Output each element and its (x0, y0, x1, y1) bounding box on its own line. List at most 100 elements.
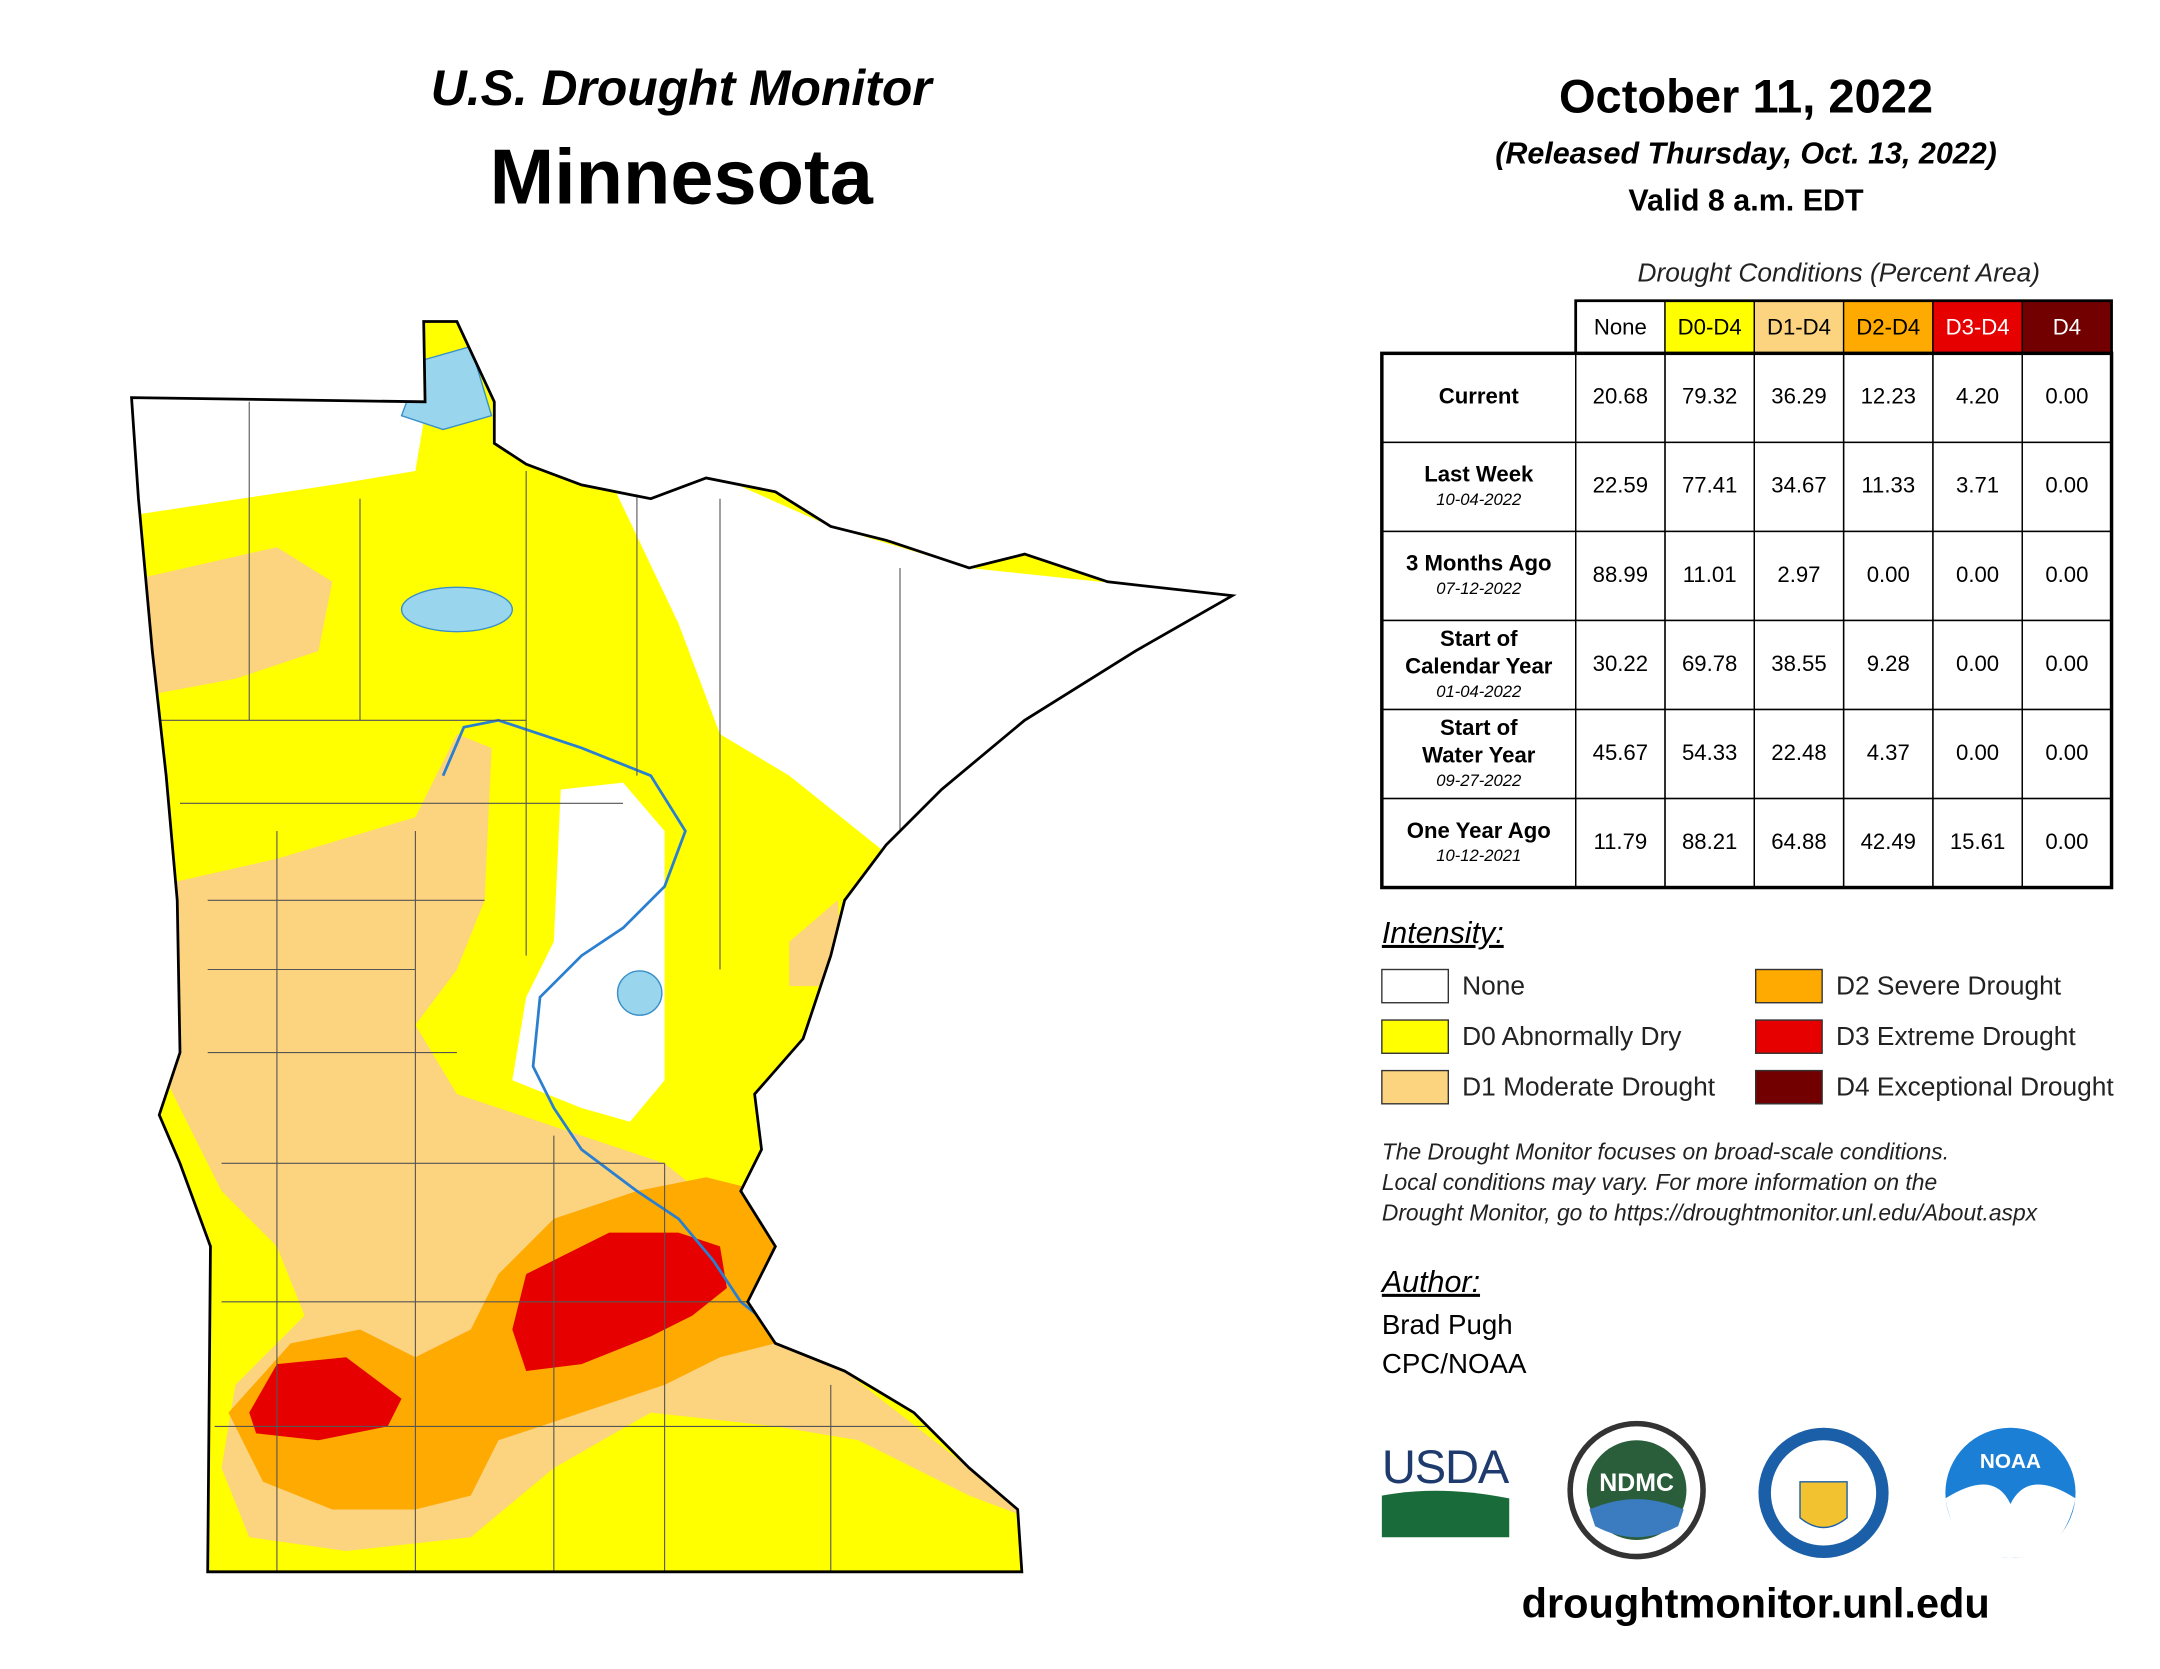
row-date: 09-27-2022 (1436, 771, 1521, 790)
row-label: Calendar Year (1405, 654, 1553, 679)
table-value: 9.28 (1867, 651, 1910, 676)
header-border (1574, 299, 2113, 355)
table-value: 38.55 (1771, 651, 1826, 676)
table-value: 0.00 (2045, 562, 2088, 587)
column-header: D3-D4 (1946, 314, 2010, 339)
table-value: 2.97 (1777, 562, 1820, 587)
county-lines (131, 401, 1025, 1572)
author-name: Brad Pugh (1382, 1309, 1513, 1340)
table-value: 0.00 (1867, 562, 1910, 587)
legend-label: D0 Abnormally Dry (1462, 1021, 1682, 1051)
legend-label: D2 Severe Drought (1836, 970, 2062, 1000)
noaa-logo: NOAA (1945, 1427, 2076, 1558)
row-date: 10-04-2022 (1436, 490, 1521, 509)
table-value: 54.33 (1682, 740, 1737, 765)
table-value: 77.41 (1682, 473, 1737, 498)
table-value: 79.32 (1682, 384, 1737, 409)
legend-swatch (1381, 968, 1449, 1004)
column-header: D1-D4 (1767, 314, 1831, 339)
lake (616, 970, 663, 1016)
table-value: 36.29 (1771, 384, 1826, 409)
doc-logo (1758, 1427, 1889, 1558)
table-value: 88.99 (1593, 562, 1648, 587)
row-label: Water Year (1422, 743, 1536, 768)
legend-swatch (1755, 1069, 1823, 1105)
header-cell (1664, 300, 1755, 355)
table-value: 0.00 (2045, 651, 2088, 676)
legend-label: D1 Moderate Drought (1462, 1072, 1716, 1102)
usda-logo: USDA (1381, 1440, 1510, 1538)
table-value: 11.33 (1861, 473, 1915, 498)
logo-shape (1945, 1484, 2076, 1558)
table-value: 0.00 (2045, 384, 2088, 409)
legend-label: None (1462, 970, 1525, 1000)
site-url: droughtmonitor.unl.edu (1522, 1579, 1990, 1626)
table-value: 15.61 (1950, 829, 2005, 854)
table-value: 0.00 (2045, 740, 2088, 765)
river (441, 718, 777, 1331)
title: U.S. Drought Monitor (431, 60, 935, 116)
release-date: (Released Thursday, Oct. 13, 2022) (1495, 136, 1997, 170)
table-value: 22.59 (1593, 473, 1648, 498)
legend: None D0 Abnormally Dry D1 Moderate Drought… (1381, 968, 2114, 1105)
legend-label: D3 Extreme Drought (1836, 1021, 2076, 1051)
table-value: 42.49 (1861, 829, 1916, 854)
legend-swatch (1381, 1069, 1449, 1105)
table-value: 0.00 (2045, 473, 2088, 498)
logo-text: NOAA (1980, 1450, 2041, 1473)
row-date: 01-04-2022 (1436, 682, 1521, 701)
ndmc-logo: NDMC (1567, 1420, 1706, 1560)
row-label-cell (1381, 441, 1577, 533)
state-outline (130, 320, 1237, 1574)
row-label: Start of (1440, 715, 1518, 740)
logo-shape (1381, 1490, 1510, 1538)
note: The Drought Monitor focuses on broad-sca… (1382, 1139, 2039, 1226)
table-value: 3.71 (1956, 473, 1999, 498)
row-label-cell (1381, 797, 1577, 889)
table-value: 45.67 (1593, 740, 1648, 765)
note-line: The Drought Monitor focuses on broad-sca… (1382, 1139, 1949, 1165)
row-label-cell (1381, 530, 1577, 622)
table-value: 0.00 (1956, 740, 1999, 765)
note-line: Local conditions may vary. For more info… (1382, 1169, 1937, 1195)
row-label: 3 Months Ago (1406, 551, 1552, 576)
none-area (609, 471, 1233, 859)
author-title: Author: (1380, 1265, 1480, 1299)
lake (400, 345, 493, 431)
conditions-table: None D0-D4 D1-D4 D2-D4 D3-D4 D4 Current 20.68 79… (1380, 299, 2114, 890)
table-value: 4.20 (1956, 384, 1999, 409)
row-date: 07-12-2022 (1436, 579, 1521, 598)
valid-time: Valid 8 a.m. EDT (1628, 183, 1864, 217)
legend-swatch (1755, 1019, 1823, 1054)
table-value: 64.88 (1771, 829, 1826, 854)
logo-shape (1799, 1481, 1848, 1529)
valid-date: October 11, 2022 (1559, 69, 1933, 122)
note-line: Drought Monitor, go to https://droughtmo… (1382, 1200, 2039, 1226)
row-label: Last Week (1424, 462, 1534, 487)
table-value: 88.21 (1682, 829, 1737, 854)
table-value: 0.00 (1956, 651, 1999, 676)
d1-area (131, 547, 333, 700)
table-value: 11.01 (1683, 562, 1737, 587)
legend-label: D4 Exceptional Drought (1836, 1072, 2114, 1102)
author-org: CPC/NOAA (1382, 1348, 1527, 1379)
row-date: 10-12-2021 (1436, 846, 1521, 865)
state-name: Minnesota (490, 135, 874, 221)
column-header: D4 (2053, 314, 2081, 339)
table-value: 22.48 (1771, 740, 1826, 765)
column-header: D2-D4 (1856, 314, 1920, 339)
row-label: Current (1439, 384, 1520, 409)
legend-swatch (1381, 1019, 1449, 1054)
table-value: 34.67 (1771, 473, 1826, 498)
map (131, 321, 1233, 1572)
row-label: One Year Ago (1407, 818, 1551, 843)
lake (400, 586, 513, 633)
table-value: 20.68 (1593, 384, 1648, 409)
table-value: 11.79 (1593, 829, 1647, 854)
logo-shape (1589, 1499, 1684, 1538)
legend-swatch (1755, 968, 1823, 1004)
table-value: 30.22 (1593, 651, 1648, 676)
logo-text: NDMC (1599, 1469, 1674, 1497)
